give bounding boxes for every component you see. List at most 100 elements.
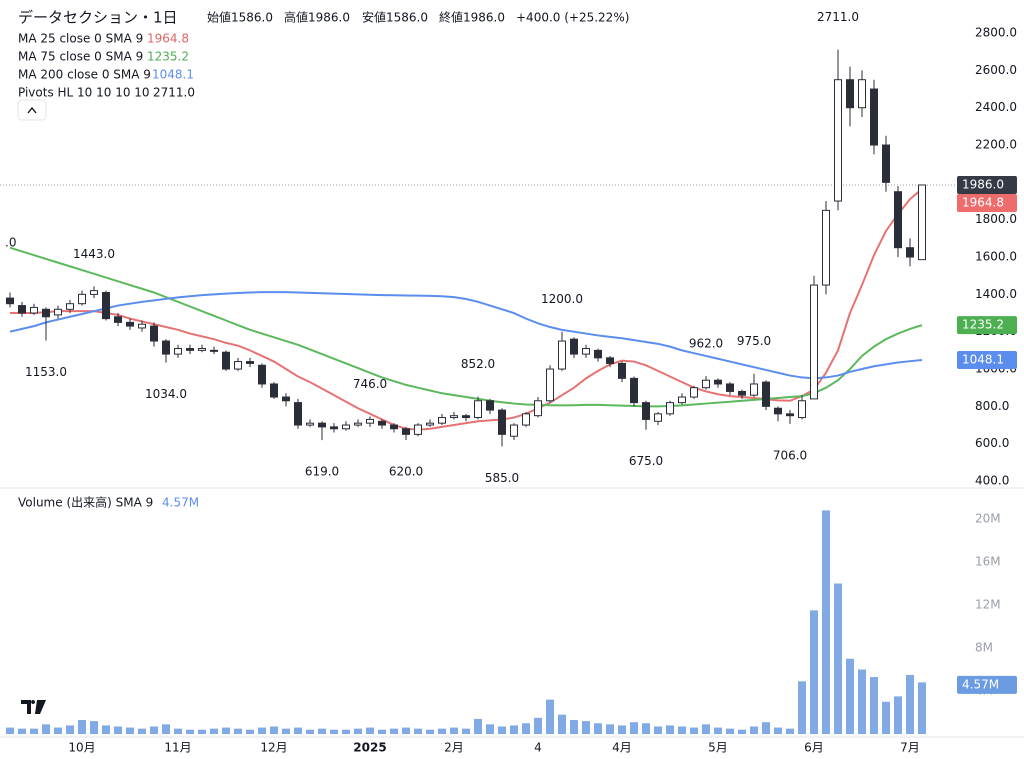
pivot-label: 1153.0 <box>25 365 67 379</box>
candle-body <box>342 424 350 430</box>
logo-mark <box>21 700 46 714</box>
candle-body <box>462 415 470 419</box>
volume-bar <box>18 728 26 734</box>
time-tick-label: 4 <box>534 741 542 755</box>
candle-body <box>714 379 722 385</box>
volume-bar <box>726 728 734 734</box>
volume-bar <box>390 728 398 734</box>
ohlc-change: +400.0 (+25.22%) <box>516 11 629 25</box>
candle-body <box>882 144 890 183</box>
volume-bar <box>210 728 218 734</box>
candle-body <box>450 415 458 419</box>
candle-body <box>618 362 626 379</box>
price-tick-label: 2400.0 <box>975 100 1017 114</box>
candle-body <box>474 400 482 419</box>
volume-bar <box>534 717 542 734</box>
candle-body <box>258 364 266 385</box>
candle-body <box>510 424 518 437</box>
axis-badge-label: 1235.2 <box>962 318 1004 332</box>
collapse-button-frame[interactable] <box>17 99 47 121</box>
volume-bar <box>774 727 782 734</box>
pivot-label: 1200.0 <box>541 292 583 306</box>
candle-body <box>738 390 746 396</box>
legend-ma75: MA 75 close 0 SMA 9 <box>18 50 143 64</box>
candle-body <box>522 413 530 426</box>
volume-bar <box>546 699 554 734</box>
volume-bar <box>498 726 506 734</box>
volume-bar <box>318 728 326 734</box>
volume-bar <box>858 669 866 734</box>
candle-body <box>750 383 758 396</box>
volume-bar <box>906 674 914 734</box>
volume-bar <box>618 725 626 734</box>
candle-body <box>18 305 26 314</box>
axis-badge <box>957 316 1017 335</box>
volume-tick-label: 8M <box>975 641 993 655</box>
candle-body <box>594 349 602 359</box>
ohlc-open: 始値1586.0 <box>207 10 273 25</box>
volume-bar <box>186 729 194 734</box>
volume-bar <box>258 727 266 734</box>
candle-body <box>30 306 38 314</box>
axis-badge-label: 1048.1 <box>962 353 1004 367</box>
volume-bar <box>834 583 842 734</box>
collapse-button[interactable] <box>17 99 47 121</box>
volume-bar <box>354 728 362 734</box>
time-tick-label: 6月 <box>804 741 824 755</box>
volume-bar <box>246 729 254 734</box>
volume-bar <box>714 727 722 734</box>
volume-bar <box>450 727 458 734</box>
time-tick-label: 7月 <box>900 741 920 755</box>
volume-bar <box>786 728 794 734</box>
volume-bar <box>582 721 590 734</box>
axis-badge-label: 4.57M <box>962 677 999 691</box>
axis-badge <box>957 175 1017 194</box>
candle-body <box>486 400 494 411</box>
candle-body <box>690 387 698 398</box>
pivot-label: 962.0 <box>689 337 723 351</box>
volume-bar <box>606 724 614 734</box>
volume-bar <box>306 729 314 734</box>
pivot-label: 852.0 <box>461 357 495 371</box>
volume-bar <box>870 677 878 734</box>
axis-badge <box>957 193 1017 212</box>
candle-body <box>534 400 542 417</box>
candle-body <box>234 361 242 370</box>
volume-bar <box>822 510 830 734</box>
volume-bar <box>174 728 182 734</box>
candle-body <box>666 402 674 415</box>
volume-bar <box>438 728 446 734</box>
volume-bar <box>330 729 338 734</box>
volume-tick-label: 12M <box>975 598 1001 612</box>
collapse-icon[interactable] <box>27 106 37 114</box>
legend-ma200: MA 200 close 0 SMA 9 <box>18 68 151 82</box>
volume-bar <box>798 681 806 734</box>
time-tick-label: 5月 <box>708 741 728 755</box>
candle-body <box>582 347 590 355</box>
volume-bar <box>6 727 14 734</box>
candle-body <box>6 297 14 305</box>
pivot-label: 1443.0 <box>73 247 115 261</box>
volume-bar <box>594 723 602 734</box>
volume-tick-label: 16M <box>975 555 1001 569</box>
ohlc-close: 終値1986.0 <box>439 10 505 25</box>
volume-bar <box>642 723 650 734</box>
pivot-label: 675.0 <box>629 454 663 468</box>
price-tick-label: 1800.0 <box>975 212 1017 226</box>
candle-body <box>378 420 386 426</box>
volume-bar <box>90 721 98 734</box>
candle-body <box>414 424 422 435</box>
volume-bar <box>738 729 746 734</box>
candle-body <box>846 79 854 109</box>
volume-bar <box>690 727 698 734</box>
candle-body <box>198 347 206 351</box>
price-tick-label: 2200.0 <box>975 138 1017 152</box>
price-tick-label: 1600.0 <box>975 250 1017 264</box>
volume-bar <box>114 726 122 734</box>
pivot-label: 746.0 <box>353 377 387 391</box>
axis-badge-label: 1964.8 <box>962 195 1004 209</box>
volume-bar <box>234 728 242 734</box>
candle-body <box>186 347 194 351</box>
volume-bar <box>162 724 170 734</box>
